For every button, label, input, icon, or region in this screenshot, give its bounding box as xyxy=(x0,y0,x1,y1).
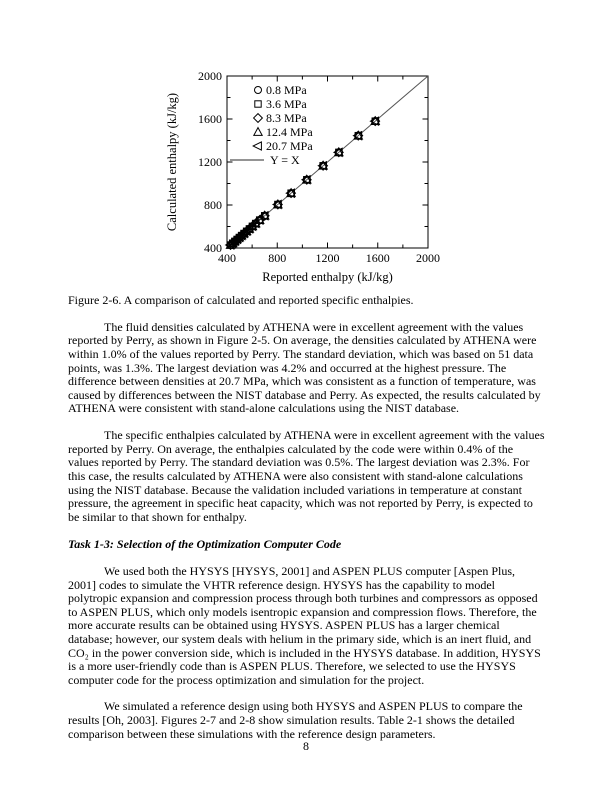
y-tick-label: 2000 xyxy=(198,69,222,83)
data-marker xyxy=(226,238,237,249)
data-marker xyxy=(369,116,380,127)
data-marker xyxy=(231,234,241,245)
legend-marker xyxy=(252,141,262,151)
legend-marker xyxy=(252,112,264,124)
legend-marker xyxy=(254,100,262,108)
data-marker xyxy=(258,210,269,221)
legend-label: 8.3 MPa xyxy=(266,111,307,125)
x-tick-label: 1600 xyxy=(366,251,390,265)
y-axis-title: Calculated enthalpy (kJ/kg) xyxy=(165,93,179,231)
legend-marker xyxy=(252,126,264,136)
paragraph-reference-design: We simulated a reference design using bo… xyxy=(68,699,523,741)
data-marker xyxy=(259,210,270,220)
data-marker xyxy=(224,240,235,250)
paragraph-code-selection: We used both the HYSYS [HYSYS, 2001] and… xyxy=(68,563,541,687)
data-marker xyxy=(272,199,283,209)
legend-label: Y = X xyxy=(270,153,300,167)
section-heading-task-1-3: Task 1-3: Selection of the Optimization … xyxy=(68,537,342,552)
x-axis-title: Reported enthalpy (kJ/kg) xyxy=(262,270,393,284)
data-marker xyxy=(235,230,246,241)
data-marker xyxy=(317,160,328,171)
figure-caption: Figure 2-6. A comparison of calculated a… xyxy=(68,293,414,307)
paragraph-fluid-densities: The fluid densities calculated by ATHENA… xyxy=(68,319,541,416)
data-marker xyxy=(249,218,260,229)
plot-frame xyxy=(226,75,429,249)
data-marker xyxy=(271,199,282,210)
x-tick-label: 2000 xyxy=(416,251,440,265)
y-tick-label: 1600 xyxy=(198,112,222,126)
x-tick-label: 800 xyxy=(268,251,286,265)
data-marker xyxy=(253,215,264,225)
page-number: 8 xyxy=(303,739,309,753)
data-marker xyxy=(332,147,343,158)
legend-label: 12.4 MPa xyxy=(266,125,313,139)
data-marker xyxy=(353,130,364,140)
x-tick-label: 1200 xyxy=(316,251,340,265)
y-tick-label: 800 xyxy=(204,198,222,212)
legend-label: 3.6 MPa xyxy=(266,97,307,111)
data-marker xyxy=(333,146,344,157)
legend-label: 20.7 MPa xyxy=(266,139,313,153)
data-marker xyxy=(301,174,312,184)
data-marker xyxy=(370,115,381,126)
data-marker xyxy=(228,236,239,247)
data-marker xyxy=(233,232,244,243)
data-marker xyxy=(286,187,297,198)
y-tick-label: 400 xyxy=(204,241,222,255)
data-marker xyxy=(300,174,311,185)
y-tick-label: 1200 xyxy=(198,155,222,169)
paragraph-specific-enthalpies: The specific enthalpies calculated by AT… xyxy=(68,428,545,524)
figure-2-6: 400 800 1200 1600 2000 400 800 1200 1600 2000 0.8 … xyxy=(160,58,545,288)
page-content: 400 800 1200 1600 2000 400 800 1200 1600 2000 0.8 … xyxy=(68,0,545,741)
legend-marker xyxy=(254,86,262,94)
enthalpy-scatter-chart: 400 800 1200 1600 2000 400 800 1200 1600 2000 0.8 … xyxy=(165,69,440,284)
data-marker xyxy=(352,130,363,141)
x-tick-label: 400 xyxy=(218,251,236,265)
data-marker xyxy=(285,188,295,199)
data-marker xyxy=(318,160,329,170)
legend-label: 0.8 MPa xyxy=(266,83,307,97)
